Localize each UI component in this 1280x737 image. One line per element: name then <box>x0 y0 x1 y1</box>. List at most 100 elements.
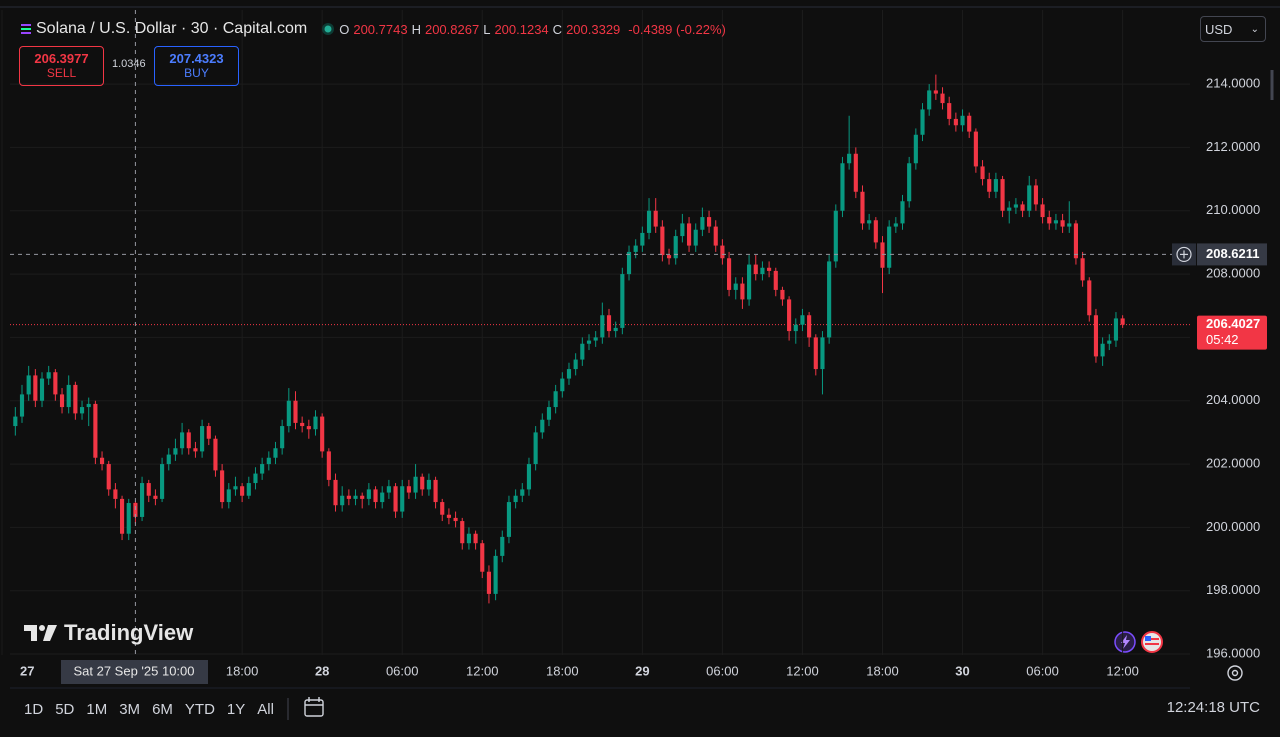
candle-body <box>820 337 825 370</box>
candle-body <box>666 255 672 259</box>
ohlc-key: O <box>339 21 350 37</box>
candle-body <box>113 489 118 499</box>
candle-body <box>293 400 298 423</box>
x-tick-label: 27 <box>20 663 34 678</box>
x-tick-label: 12:00 <box>1106 663 1139 678</box>
market-status-dot <box>322 23 335 35</box>
buy-button[interactable]: 207.4323 BUY <box>154 46 239 86</box>
candle-body <box>306 426 311 430</box>
candle-body <box>566 369 572 379</box>
candle-body <box>460 521 465 544</box>
countdown-label: 05:42 <box>1206 332 1239 347</box>
candle-body <box>546 407 552 420</box>
candle-body <box>927 90 932 110</box>
x-tick-label: 12:00 <box>466 663 499 678</box>
candle-body <box>220 470 225 503</box>
candle-body <box>953 118 958 126</box>
candle-body <box>733 283 738 290</box>
candle-body <box>880 242 885 268</box>
candle-body <box>200 426 205 452</box>
ohlc-value: 200.8267 <box>424 21 480 37</box>
settings-icon[interactable] <box>1227 665 1243 681</box>
candle-body <box>987 179 992 192</box>
candle-body <box>146 483 151 496</box>
candle-body <box>119 498 125 534</box>
add-alert-button[interactable] <box>1172 243 1196 266</box>
candle-body <box>940 93 945 104</box>
calendar-icon[interactable] <box>304 697 324 717</box>
candle-body <box>1093 315 1099 357</box>
candle-body <box>166 454 171 465</box>
candle-body <box>1007 207 1012 211</box>
candle-body <box>553 391 558 408</box>
candle-body <box>473 533 478 544</box>
sell-button[interactable]: 206.3977 SELL <box>19 46 104 86</box>
candle-body <box>340 495 345 506</box>
candle-body <box>747 264 752 300</box>
candle-body <box>827 261 832 338</box>
currency-select[interactable]: USD ⌄ <box>1200 16 1266 42</box>
candle-body <box>593 337 598 341</box>
crosshair-price-label: 208.6211 <box>1206 246 1260 261</box>
candle-body <box>366 489 371 499</box>
range-button[interactable]: 5D <box>55 700 75 718</box>
candle-body <box>140 483 145 517</box>
candle-body <box>753 264 758 275</box>
candle-body <box>933 90 938 94</box>
candle-body <box>486 571 492 594</box>
candle-body <box>386 486 391 493</box>
candle-body <box>913 134 918 164</box>
candle-body <box>526 464 532 490</box>
ohlc-key: L <box>483 21 491 37</box>
candle-body <box>79 407 85 414</box>
candle-body <box>320 416 325 452</box>
candle-body <box>613 327 618 332</box>
candle-body <box>847 153 852 164</box>
candle-body <box>353 495 358 499</box>
candle-body <box>520 489 525 496</box>
candle-body <box>1120 318 1125 325</box>
range-button[interactable]: 3M <box>119 700 141 718</box>
candle-body <box>493 555 498 594</box>
candle-body <box>59 394 65 408</box>
candle-body <box>66 384 71 408</box>
candle-body <box>446 514 451 518</box>
range-button[interactable]: All <box>257 700 274 718</box>
range-button[interactable]: 1D <box>24 700 44 718</box>
y-tick-label: 198.0000 <box>1206 582 1260 597</box>
y-tick-label: 210.0000 <box>1206 202 1260 217</box>
range-button[interactable]: 1M <box>86 700 108 718</box>
candle-body <box>793 324 798 332</box>
range-button[interactable]: 1Y <box>226 700 246 718</box>
candle-body <box>626 251 632 275</box>
x-tick-label: 12:00 <box>786 663 819 678</box>
change: -0.4389 (-0.22%) <box>628 21 726 37</box>
dropdown-caret: ⌄ <box>1250 24 1259 35</box>
candle-body <box>260 464 265 474</box>
candle-body <box>686 223 692 246</box>
candle-body <box>273 448 278 458</box>
candle-body <box>1020 204 1025 211</box>
ohlc-key: C <box>552 21 563 37</box>
x-tick-label: 29 <box>635 663 649 678</box>
event-icons[interactable] <box>1114 631 1163 653</box>
candle-body <box>346 495 351 499</box>
last-price-bg <box>1197 315 1267 350</box>
solana-icon <box>21 24 31 34</box>
candle-body <box>1000 179 1005 211</box>
candle-body <box>433 479 438 503</box>
candle-body <box>280 426 285 449</box>
candle-body <box>126 503 131 534</box>
chart-header: Solana / U.S. Dollar · 30 · Capital.com … <box>20 18 726 40</box>
candle-body <box>313 416 318 430</box>
candle-body <box>867 220 872 224</box>
range-toolbar: 1D 5D 1M 3M 6M YTD 1Y All <box>18 697 280 721</box>
x-tick-label: 06:00 <box>386 663 419 678</box>
candle-body <box>560 378 565 392</box>
candle-body <box>360 495 365 499</box>
spread: 1.0346 <box>112 58 146 70</box>
candle-body <box>1040 204 1045 218</box>
range-button[interactable]: 6M <box>152 700 173 718</box>
x-tick-label: 06:00 <box>1026 663 1059 678</box>
range-button[interactable]: YTD <box>184 700 215 718</box>
